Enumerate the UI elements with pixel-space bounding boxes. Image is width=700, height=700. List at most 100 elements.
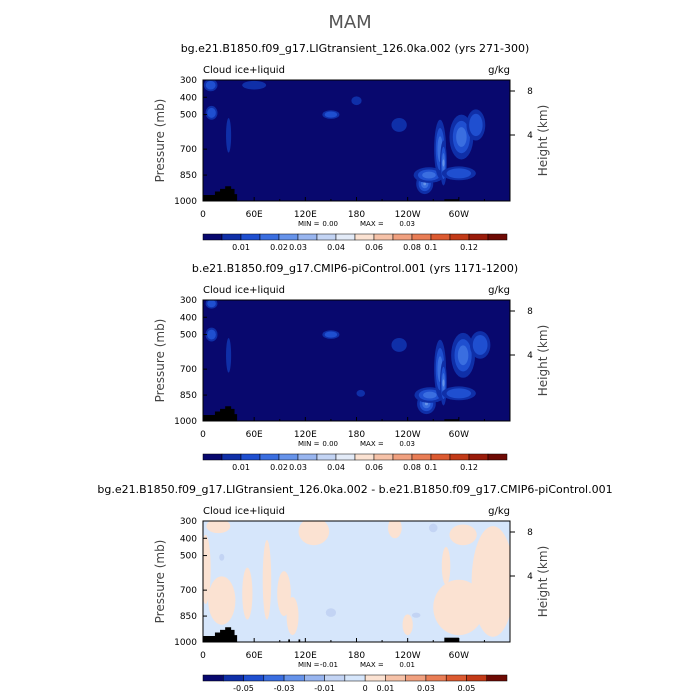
- colorbar-label: 0.06: [365, 463, 383, 472]
- colorbar-label: 0.05: [458, 684, 476, 693]
- colorbar-swatch: [297, 233, 318, 241]
- variable-label: Cloud ice+liquid: [203, 285, 285, 296]
- contour-region: [472, 334, 488, 355]
- variable-label: Cloud ice+liquid: [203, 506, 285, 517]
- x-tick-label: 120W: [395, 430, 421, 440]
- contour-region: [423, 182, 427, 186]
- topography-mask: [444, 637, 459, 642]
- min-value: 0.00: [322, 440, 338, 448]
- contour-region: [446, 168, 472, 179]
- colorbar-swatch: [392, 233, 413, 241]
- panel-3: bg.e21.B1850.f09_g17.LIGtransient_126.0k…: [97, 483, 612, 693]
- colorbar-swatch: [278, 233, 299, 241]
- difference-region: [298, 521, 330, 546]
- colorbar-swatch: [411, 233, 432, 241]
- contour-region: [442, 159, 445, 167]
- x-tick-label: 120E: [294, 210, 317, 220]
- y-tick-label: 500: [180, 111, 197, 121]
- contour-region: [351, 96, 362, 106]
- x-tick-label: 180: [348, 651, 365, 661]
- contour-region: [423, 391, 437, 399]
- main-title: MAM: [328, 12, 371, 33]
- y-tick-label: 400: [180, 93, 197, 103]
- y2-tick-label: 8: [527, 87, 533, 97]
- contour-region: [391, 118, 407, 132]
- y2-tick-label: 4: [527, 351, 533, 361]
- colorbar-swatch: [487, 453, 508, 461]
- y-tick-label: 1000: [174, 417, 197, 427]
- y-tick-label: 850: [180, 612, 197, 622]
- colorbar-label: 0.01: [232, 463, 250, 472]
- min-value: -0.01: [320, 661, 338, 669]
- colorbar-swatch: [221, 233, 242, 241]
- contour-region: [446, 388, 472, 399]
- colorbar-label: 0: [363, 684, 368, 693]
- y2-tick-label: 8: [527, 528, 533, 538]
- plot-area: [203, 80, 510, 201]
- colorbar-label: 0.02: [270, 463, 288, 472]
- y-axis-title: Pressure (mb): [153, 540, 167, 624]
- x-tick-label: 0: [200, 430, 206, 440]
- colorbar-swatch: [373, 453, 394, 461]
- colorbar-swatch: [324, 674, 346, 682]
- difference-region: [242, 567, 253, 620]
- colorbar-swatch: [373, 233, 394, 241]
- y-tick-label: 300: [180, 296, 197, 306]
- topography-mask: [288, 639, 290, 642]
- y-tick-label: 400: [180, 534, 197, 544]
- y-tick-label: 300: [180, 517, 197, 527]
- colorbar-label: 0.08: [403, 243, 421, 252]
- colorbar-swatch: [263, 674, 285, 682]
- contour-region: [207, 329, 216, 340]
- colorbar-swatch: [335, 453, 356, 461]
- y2-tick-label: 4: [527, 131, 533, 141]
- y2-tick-label: 4: [527, 572, 533, 582]
- x-tick-label: 120W: [395, 210, 421, 220]
- difference-region: [206, 521, 231, 534]
- x-tick-label: 120E: [294, 651, 317, 661]
- contour-region: [207, 107, 216, 118]
- topography-mask: [444, 419, 459, 421]
- colorbar-swatch: [430, 453, 451, 461]
- colorbar-swatch: [278, 453, 299, 461]
- colorbar-label: 0.08: [403, 463, 421, 472]
- units-label: g/kg: [488, 506, 510, 517]
- colorbar-label: 0.04: [327, 463, 345, 472]
- y-tick-label: 500: [180, 552, 197, 562]
- max-value: 0.01: [399, 661, 415, 669]
- colorbar-swatch: [221, 453, 242, 461]
- x-tick-label: 60W: [449, 430, 469, 440]
- colorbar-label: 0.01: [232, 243, 250, 252]
- contour-region: [205, 80, 216, 90]
- difference-region: [388, 521, 402, 539]
- y-axis-title: Pressure (mb): [153, 99, 167, 183]
- y-tick-label: 500: [180, 331, 197, 341]
- y-tick-label: 400: [180, 313, 197, 323]
- contour-region: [324, 331, 338, 338]
- colorbar-swatch: [468, 453, 489, 461]
- x-tick-label: 60W: [449, 651, 469, 661]
- variable-label: Cloud ice+liquid: [203, 65, 285, 76]
- x-tick-label: 0: [200, 210, 206, 220]
- colorbar-swatch: [259, 233, 280, 241]
- colorbar-label: 0.04: [327, 243, 345, 252]
- y-tick-label: 1000: [174, 197, 197, 207]
- y-tick-label: 700: [180, 145, 197, 155]
- colorbar-swatch: [223, 674, 244, 682]
- panel-title: bg.e21.B1850.f09_g17.LIGtransient_126.0k…: [97, 483, 612, 496]
- difference-region: [449, 524, 477, 546]
- x-tick-label: 60W: [449, 210, 469, 220]
- difference-region: [441, 546, 451, 585]
- colorbar-swatch: [202, 453, 223, 461]
- x-tick-label: 0: [200, 651, 206, 661]
- colorbar-label: -0.03: [274, 684, 295, 693]
- colorbar-swatch: [468, 233, 489, 241]
- y-tick-label: 850: [180, 391, 197, 401]
- max-label: MAX =: [360, 661, 384, 669]
- colorbar-label: 0.03: [289, 243, 307, 252]
- y-tick-label: 1000: [174, 638, 197, 648]
- topography-mask: [203, 186, 238, 201]
- colorbar-swatch: [344, 674, 366, 682]
- x-tick-label: 120E: [294, 430, 317, 440]
